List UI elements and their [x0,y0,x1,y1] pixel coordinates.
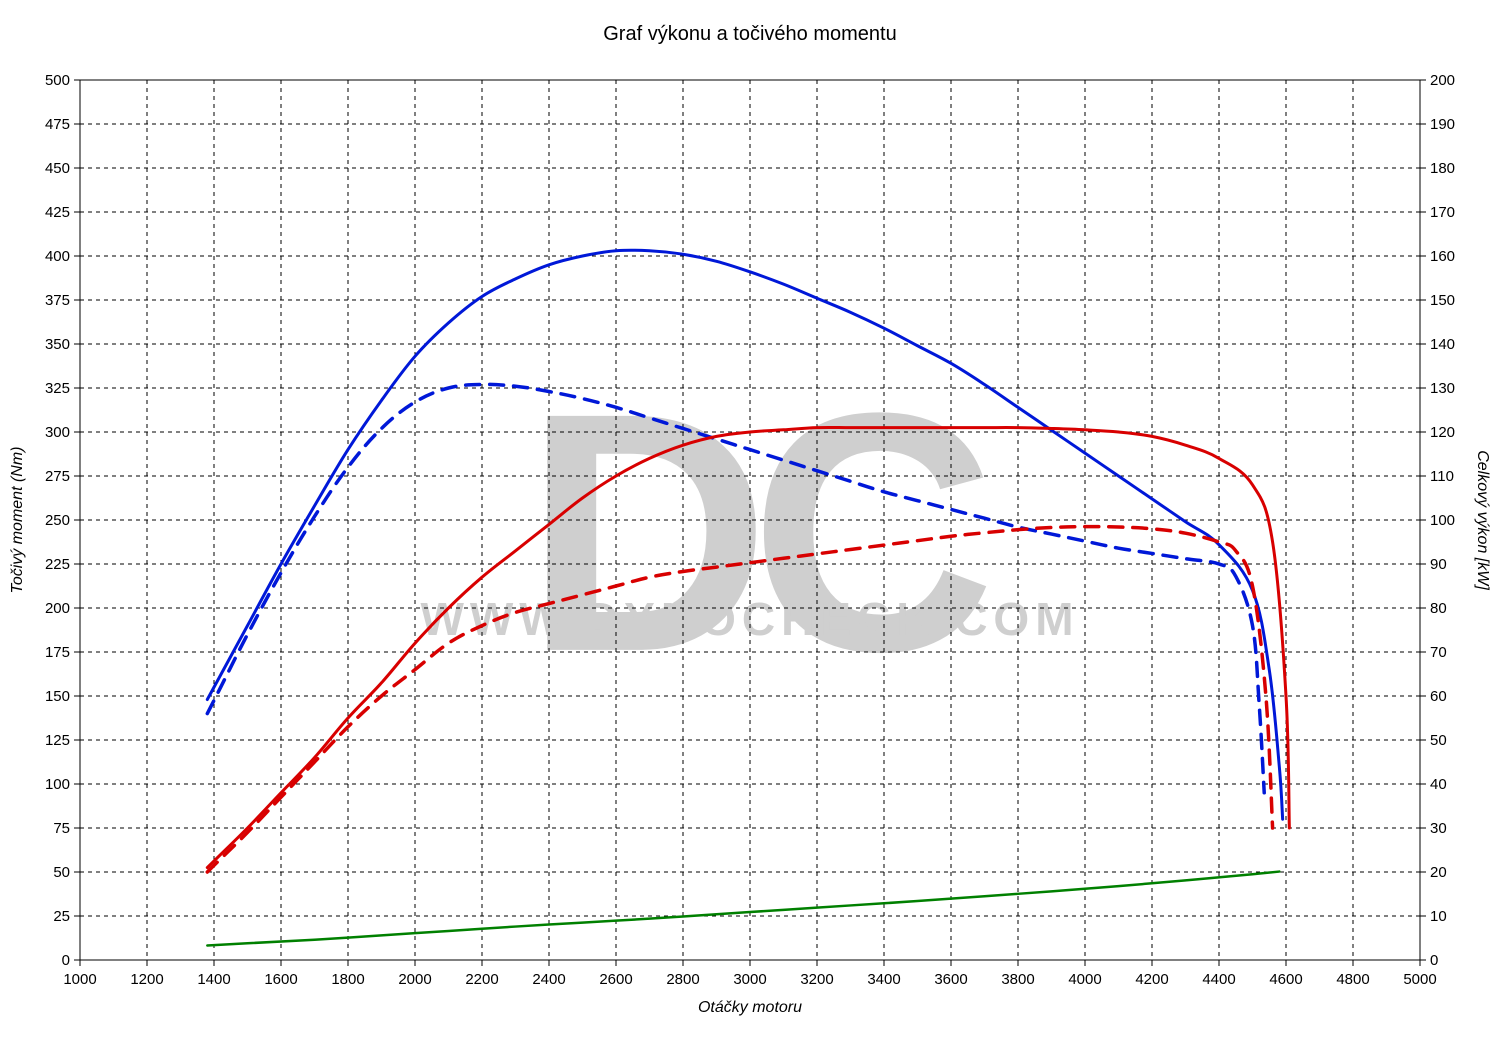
svg-text:170: 170 [1430,204,1455,221]
svg-text:1400: 1400 [197,971,230,988]
svg-text:90: 90 [1430,556,1447,573]
svg-text:4200: 4200 [1135,971,1168,988]
svg-text:100: 100 [1430,512,1455,529]
dyno-chart-svg: DCWWW.DYNOCHECK.COM100012001400160018002… [0,0,1500,1040]
svg-text:375: 375 [45,292,70,309]
svg-text:1000: 1000 [63,971,96,988]
svg-text:190: 190 [1430,116,1455,133]
svg-text:75: 75 [53,820,70,837]
y-right-axis-label: Celkový výkon [kW] [1474,450,1491,590]
svg-text:2400: 2400 [532,971,565,988]
svg-text:2000: 2000 [398,971,431,988]
svg-text:2800: 2800 [666,971,699,988]
svg-text:4600: 4600 [1269,971,1302,988]
svg-text:150: 150 [1430,292,1455,309]
svg-text:200: 200 [45,600,70,617]
svg-text:80: 80 [1430,600,1447,617]
svg-text:225: 225 [45,556,70,573]
svg-text:100: 100 [45,776,70,793]
svg-text:40: 40 [1430,776,1447,793]
svg-text:3000: 3000 [733,971,766,988]
svg-text:70: 70 [1430,644,1447,661]
svg-text:50: 50 [53,864,70,881]
svg-text:500: 500 [45,72,70,89]
svg-text:25: 25 [53,908,70,925]
svg-text:125: 125 [45,732,70,749]
svg-text:150: 150 [45,688,70,705]
svg-text:1600: 1600 [264,971,297,988]
svg-text:30: 30 [1430,820,1447,837]
svg-text:110: 110 [1430,468,1454,485]
svg-text:200: 200 [1430,72,1455,89]
svg-text:0: 0 [1430,952,1438,969]
svg-text:60: 60 [1430,688,1447,705]
chart-title: Graf výkonu a točivého momentu [603,23,896,45]
svg-text:1200: 1200 [130,971,163,988]
x-axis-label: Otáčky motoru [698,999,802,1016]
svg-text:400: 400 [45,248,70,265]
svg-text:450: 450 [45,160,70,177]
svg-text:275: 275 [45,468,70,485]
svg-text:130: 130 [1430,380,1455,397]
svg-text:4000: 4000 [1068,971,1101,988]
svg-text:10: 10 [1430,908,1447,925]
svg-text:2200: 2200 [465,971,498,988]
dyno-chart: DCWWW.DYNOCHECK.COM100012001400160018002… [0,0,1500,1040]
svg-text:20: 20 [1430,864,1447,881]
svg-text:475: 475 [45,116,70,133]
svg-text:2600: 2600 [599,971,632,988]
svg-text:120: 120 [1430,424,1455,441]
svg-text:4800: 4800 [1336,971,1369,988]
svg-text:3400: 3400 [867,971,900,988]
svg-text:425: 425 [45,204,70,221]
svg-text:3800: 3800 [1001,971,1034,988]
svg-text:175: 175 [45,644,70,661]
svg-text:3200: 3200 [800,971,833,988]
svg-text:140: 140 [1430,336,1455,353]
svg-text:0: 0 [62,952,70,969]
svg-text:250: 250 [45,512,70,529]
svg-text:180: 180 [1430,160,1455,177]
svg-text:350: 350 [45,336,70,353]
svg-text:4400: 4400 [1202,971,1235,988]
y-left-axis-label: Točivý moment (Nm) [9,447,26,594]
svg-text:300: 300 [45,424,70,441]
svg-text:50: 50 [1430,732,1447,749]
svg-text:325: 325 [45,380,70,397]
svg-text:3600: 3600 [934,971,967,988]
svg-text:5000: 5000 [1403,971,1436,988]
svg-text:1800: 1800 [331,971,364,988]
svg-text:160: 160 [1430,248,1455,265]
